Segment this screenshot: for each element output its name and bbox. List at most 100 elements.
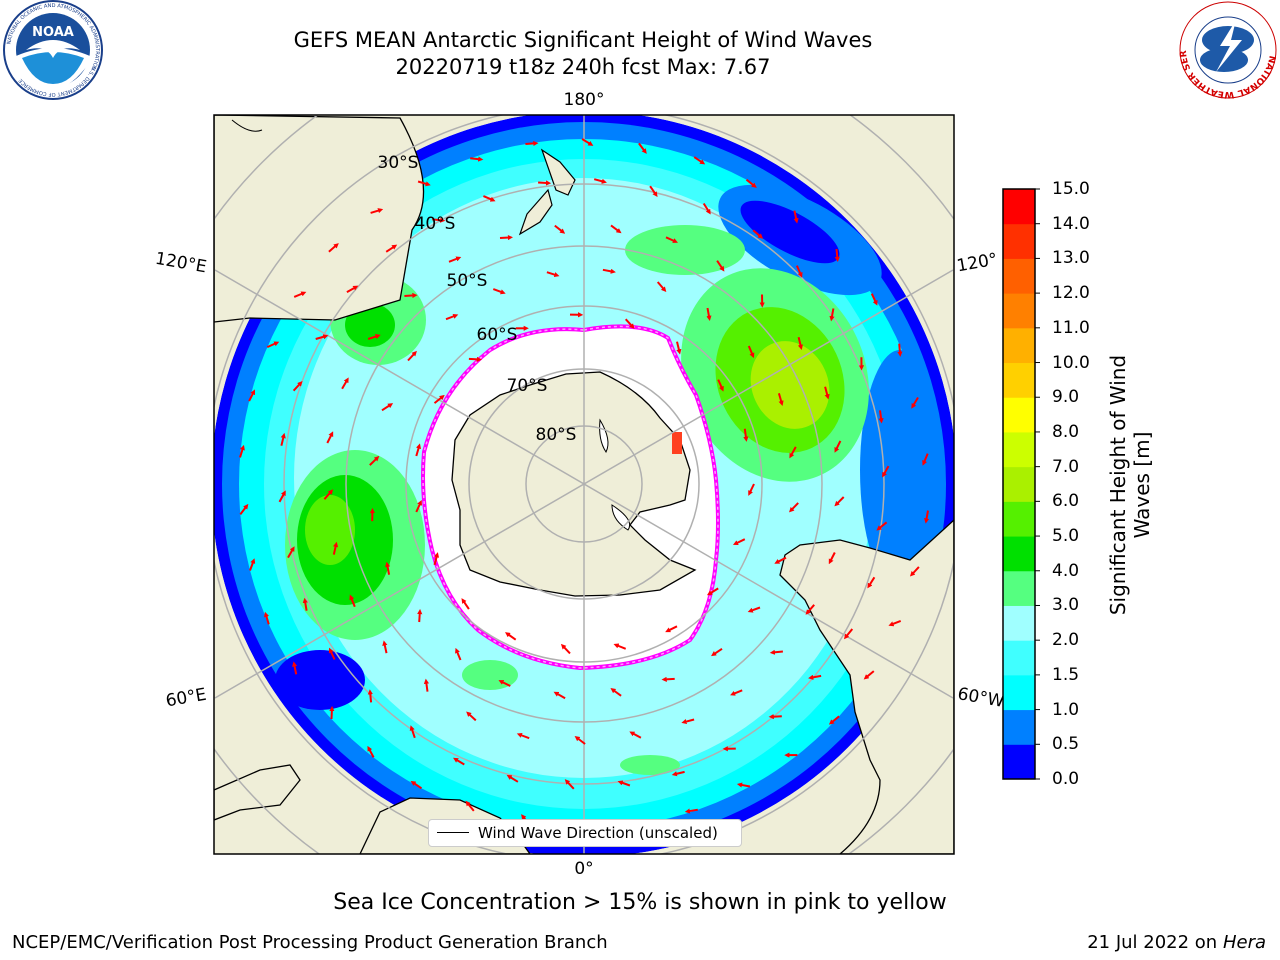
wind-wave-arrow bbox=[777, 393, 784, 406]
wind-wave-arrow bbox=[909, 566, 920, 577]
wind-wave-arrow bbox=[897, 343, 903, 357]
lat-label-40s: 40°S bbox=[415, 214, 456, 234]
wind-wave-arrow bbox=[610, 224, 622, 234]
wind-wave-arrow bbox=[876, 521, 888, 531]
wind-wave-arrow bbox=[445, 313, 459, 321]
colorbar-title: Significant Height of Wind Waves [m] bbox=[1106, 355, 1154, 615]
chart-title-line1: GEFS MEAN Antarctic Significant Height o… bbox=[293, 28, 873, 52]
wind-wave-arrow bbox=[249, 558, 256, 571]
colorbar-tick-label: 5.0 bbox=[1052, 526, 1080, 547]
wind-wave-arrow bbox=[805, 604, 815, 615]
wind-wave-arrow bbox=[736, 782, 751, 788]
wind-wave-arrow bbox=[681, 718, 695, 725]
wind-wave-arrow bbox=[415, 443, 422, 457]
wind-wave-arrow bbox=[280, 432, 286, 446]
wind-wave-arrow bbox=[239, 503, 249, 516]
wind-wave-arrow bbox=[328, 243, 339, 253]
wind-wave-arrow bbox=[410, 780, 423, 790]
noaa-logo-text: NOAA bbox=[32, 25, 74, 40]
wind-wave-arrow bbox=[748, 483, 755, 496]
wind-wave-arrow bbox=[409, 725, 416, 739]
wind-wave-arrow bbox=[834, 440, 842, 453]
colorbar-band bbox=[1003, 397, 1035, 433]
wind-wave-arrow bbox=[867, 576, 876, 589]
legend-line bbox=[437, 832, 469, 833]
colorbar-tick-label: 11.0 bbox=[1052, 317, 1090, 338]
land-antarctica bbox=[451, 371, 697, 597]
wind-wave-arrow bbox=[624, 318, 635, 329]
wind-wave-arrow bbox=[341, 377, 349, 390]
wind-wave-arrow bbox=[828, 552, 836, 565]
wind-wave-arrow bbox=[292, 381, 303, 392]
lat-label-80s: 80°S bbox=[536, 425, 577, 445]
wind-wave-arrow bbox=[423, 678, 430, 692]
colorbar-band bbox=[1003, 501, 1035, 537]
colorbar-band bbox=[1003, 223, 1035, 259]
wind-wave-arrow bbox=[808, 674, 822, 680]
wind-wave-arrow bbox=[795, 265, 803, 278]
wind-wave-arrow bbox=[706, 587, 719, 596]
wind-wave-arrow bbox=[367, 334, 381, 340]
wind-wave-arrow bbox=[404, 292, 418, 299]
wind-wave-arrow bbox=[293, 291, 307, 298]
wind-wave-arrow bbox=[732, 538, 746, 545]
wind-wave-arrow bbox=[747, 345, 755, 359]
lon-label-60e: 60°E bbox=[164, 685, 208, 712]
colorbar-band bbox=[1003, 258, 1035, 294]
wind-wave-arrow bbox=[506, 774, 519, 783]
sea-ice-caption: Sea Ice Concentration > 15% is shown in … bbox=[333, 890, 947, 915]
nws-logo: NATIONAL WEATHER SERVICE bbox=[1176, 0, 1277, 99]
wind-wave-arrow bbox=[538, 180, 552, 186]
wind-wave-arrow bbox=[574, 735, 586, 745]
colorbar-band bbox=[1003, 189, 1035, 225]
map-frame bbox=[213, 114, 955, 855]
lon-label-180: 180° bbox=[564, 90, 605, 110]
lon-label-120e: 120°E bbox=[154, 249, 208, 278]
wind-wave-arrow bbox=[716, 260, 725, 272]
wind-wave-arrow bbox=[922, 453, 929, 466]
graticule bbox=[214, 115, 954, 854]
wind-wave-arrow bbox=[370, 208, 384, 214]
land-madagascar bbox=[214, 764, 301, 821]
wind-wave-arrow bbox=[888, 619, 902, 627]
wind-wave-arrow bbox=[433, 394, 445, 404]
wind-wave-arrow bbox=[483, 195, 496, 202]
wind-wave-arrow bbox=[581, 138, 594, 146]
wind-wave-arrow bbox=[717, 379, 724, 392]
colorbar-band bbox=[1003, 744, 1035, 780]
wind-wave-arrow bbox=[789, 502, 799, 513]
wind-wave-arrow bbox=[711, 647, 723, 657]
wind-wave-arrow bbox=[613, 643, 627, 650]
colorbar-tick-label: 10.0 bbox=[1052, 352, 1090, 373]
wind-wave-arrow bbox=[453, 757, 465, 766]
wind-wave-arrow bbox=[560, 643, 571, 655]
wind-wave-arrow bbox=[564, 779, 575, 790]
wind-wave-arrow bbox=[415, 500, 422, 513]
wind-wave-arrow bbox=[546, 271, 560, 278]
colorbar-tick-label: 8.0 bbox=[1052, 421, 1080, 442]
wind-wave-arrow bbox=[466, 711, 477, 722]
lat-label-70s: 70°S bbox=[507, 376, 548, 396]
wind-wave-arrow bbox=[911, 396, 919, 409]
footer-date: 21 Jul 2022 on Hera bbox=[1087, 932, 1266, 953]
wind-wave-arrow bbox=[684, 808, 698, 814]
footer-machine: Hera bbox=[1222, 932, 1266, 953]
wind-wave-arrow bbox=[638, 142, 647, 154]
colorbar-tick-label: 3.0 bbox=[1052, 595, 1080, 616]
wind-wave-arrow bbox=[326, 431, 334, 444]
wind-wave-arrow bbox=[730, 689, 743, 696]
colorbar-tick-label: 13.0 bbox=[1052, 248, 1090, 269]
wind-wave-arrow bbox=[278, 490, 286, 503]
wind-wave-arrow bbox=[470, 156, 484, 162]
lat-label-60s: 60°S bbox=[477, 325, 518, 345]
wind-wave-arrow bbox=[828, 715, 840, 725]
noaa-logo: NOAA NATIONAL OCEANIC AND ATMOSPHERIC AD… bbox=[3, 0, 103, 100]
wind-wave-arrow bbox=[649, 185, 658, 198]
footer-org: NCEP/EMC/Verification Post Processing Pr… bbox=[12, 932, 608, 953]
colorbar-tick-label: 14.0 bbox=[1052, 213, 1090, 234]
lon-label-60w: 60°W bbox=[956, 684, 1006, 712]
wind-wave-arrow bbox=[332, 541, 339, 555]
wind-wave-arrow bbox=[769, 649, 783, 655]
wind-wave-arrow bbox=[602, 268, 616, 274]
wind-wave-arrow bbox=[870, 293, 878, 306]
